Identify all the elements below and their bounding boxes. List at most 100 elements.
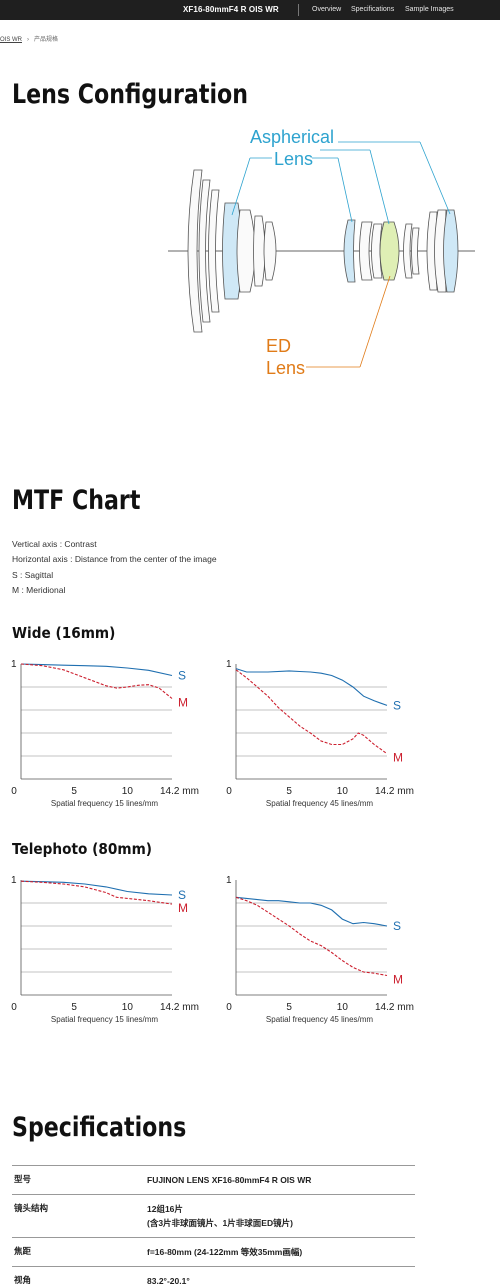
- mtf-1-1-series-M: [235, 896, 388, 977]
- lens-element-13: [411, 227, 420, 275]
- mtf-1-0-caption: Spatial frequency 15 lines/mm: [51, 1015, 159, 1024]
- aspherical-label-line2: Lens: [274, 149, 313, 169]
- mtf-0-0-series-S: [20, 663, 173, 677]
- nav-sample-images[interactable]: Sample Images: [405, 6, 454, 13]
- aspherical-leader-lines: [231, 141, 451, 225]
- mtf-0-1-label-M: M: [393, 751, 403, 765]
- product-name[interactable]: XF16-80mmF4 R OIS WR: [183, 5, 279, 14]
- spec-value: 12组16片 (含3片非球面镜片、1片非球面ED镜片): [147, 1195, 415, 1237]
- spec-row: 焦距 f=16-80mm (24-122mm 等效35mm画幅): [12, 1238, 415, 1267]
- mtf-0-0-x-tick: 5: [71, 786, 77, 797]
- spec-value: 83.2°-20.1°: [147, 1267, 415, 1284]
- mtf-0-0-y-label: 1: [11, 659, 17, 670]
- telephoto-title: Telephoto (80mm): [12, 840, 153, 858]
- mtf-0-0-caption: Spatial frequency 15 lines/mm: [51, 799, 159, 808]
- mtf-desc-vertical: Vertical axis : Contrast: [12, 539, 97, 549]
- spec-value: FUJINON LENS XF16-80mmF4 R OIS WR: [147, 1166, 415, 1194]
- mtf-0-1-x-tick: 10: [337, 786, 349, 797]
- aspherical-label-line1: Aspherical: [250, 127, 334, 147]
- mtf-1-1-x-tick: 14.2 mm: [375, 1002, 414, 1013]
- specifications-title: Specifications: [12, 1112, 187, 1143]
- ed-leader-line: [306, 275, 391, 368]
- lens-element-2: [198, 179, 211, 323]
- spec-row: 镜头结构 12组16片 (含3片非球面镜片、1片非球面ED镜片): [12, 1195, 415, 1238]
- mtf-1-0-x-tick: 5: [71, 1002, 77, 1013]
- spec-row: 型号 FUJINON LENS XF16-80mmF4 R OIS WR: [12, 1166, 415, 1195]
- mtf-1-0-series-S: [20, 880, 173, 896]
- ed-aspherical-element: [379, 221, 400, 281]
- breadcrumb-separator-icon: ›: [27, 37, 29, 43]
- mtf-1-0-y-label: 1: [11, 875, 17, 886]
- specifications-table: 型号 FUJINON LENS XF16-80mmF4 R OIS WR 镜头结构 1…: [12, 1165, 415, 1284]
- mtf-0-0-x-tick: 0: [11, 786, 17, 797]
- mtf-0-1-caption: Spatial frequency 45 lines/mm: [266, 799, 374, 808]
- mtf-1-1-x-tick: 5: [286, 1002, 292, 1013]
- mtf-1-1-x-tick: 10: [337, 1002, 349, 1013]
- aspherical-element-3: [443, 209, 459, 293]
- mtf-0-1-y-label: 1: [226, 659, 232, 670]
- spec-value-line: f=16-80mm (24-122mm 等效35mm画幅): [147, 1247, 303, 1257]
- spec-value-line: 83.2°-20.1°: [147, 1276, 190, 1284]
- mtf-0-1-label-S: S: [393, 698, 401, 712]
- ed-label-line1: ED: [266, 336, 291, 356]
- mtf-desc-sagittal: S : Sagittal: [12, 569, 54, 580]
- mtf-desc-horizontal: Horizontal axis : Distance from the cent…: [12, 554, 217, 565]
- lens-element-3: [208, 189, 220, 313]
- mtf-title: MTF Chart: [12, 485, 141, 516]
- nav-specifications[interactable]: Specifications: [351, 6, 395, 13]
- spec-key: 镜头结构: [14, 1203, 49, 1213]
- top-nav-bar: XF16-80mmF4 R OIS WR Overview Specificat…: [0, 0, 500, 20]
- mtf-1-0-series-M: [20, 880, 173, 905]
- mtf-0-1-x-tick: 0: [226, 786, 232, 797]
- breadcrumb: OIS WR › 产品规格: [0, 34, 58, 43]
- lens-element-5: [236, 209, 256, 293]
- mtf-1-0-label-M: M: [178, 901, 188, 915]
- lens-element-10: [371, 223, 383, 279]
- mtf-1-1-label-M: M: [393, 972, 403, 986]
- breadcrumb-link[interactable]: OIS WR: [0, 37, 22, 43]
- mtf-1-0-x-tick: 14.2 mm: [160, 1002, 199, 1013]
- lens-element-9: [359, 221, 373, 281]
- nav-divider: [298, 4, 299, 16]
- mtf-0-0-x-tick: 10: [122, 786, 134, 797]
- mtf-1-0-x-tick: 10: [122, 1002, 134, 1013]
- spec-key: 焦距: [14, 1246, 32, 1256]
- spec-key: 型号: [14, 1174, 32, 1184]
- nav-overview[interactable]: Overview: [312, 6, 342, 13]
- mtf-1-0-label-S: S: [178, 888, 186, 902]
- lens-element-6: [253, 215, 266, 287]
- spec-key: 视角: [14, 1275, 32, 1284]
- mtf-1-1-x-tick: 0: [226, 1002, 232, 1013]
- mtf-0-0-series-M: [20, 663, 173, 699]
- mtf-0-1-x-tick: 14.2 mm: [375, 786, 414, 797]
- lens-config-title: Lens Configuration: [12, 79, 249, 110]
- mtf-1-0-x-tick: 0: [11, 1002, 17, 1013]
- lens-configuration-diagram: Aspherical Lens ED Lens: [168, 127, 475, 378]
- spec-value-line: (含3片非球面镜片、1片非球面ED镜片): [147, 1218, 293, 1228]
- mtf-description: Vertical axis : Contrast Horizontal axis…: [12, 537, 217, 598]
- mtf-1-1-label-S: S: [393, 919, 401, 933]
- lens-element-1: [187, 169, 203, 333]
- mtf-0-1-x-tick: 5: [286, 786, 292, 797]
- aspherical-element-2: [343, 219, 356, 283]
- lens-element-12: [403, 223, 413, 279]
- wide-title: Wide (16mm): [12, 624, 116, 642]
- breadcrumb-current: 产品规格: [34, 37, 59, 43]
- mtf-0-1-series-M: [235, 669, 388, 755]
- mtf-desc-meridional: M : Meridional: [12, 584, 66, 595]
- rear-lens-group: [343, 209, 459, 293]
- mtf-0-0-x-tick: 14.2 mm: [160, 786, 199, 797]
- lens-element-7: [263, 221, 277, 281]
- mtf-1-1-series-S: [235, 896, 388, 927]
- spec-value-line: FUJINON LENS XF16-80mmF4 R OIS WR: [147, 1175, 312, 1185]
- mtf-1-1-y-label: 1: [226, 875, 232, 886]
- mtf-1-1-caption: Spatial frequency 45 lines/mm: [266, 1015, 374, 1024]
- mtf-0-0-label-S: S: [178, 669, 186, 683]
- spec-value-line: 12组16片: [147, 1204, 183, 1214]
- front-lens-group: [187, 169, 277, 333]
- mtf-0-1-series-S: [235, 668, 388, 706]
